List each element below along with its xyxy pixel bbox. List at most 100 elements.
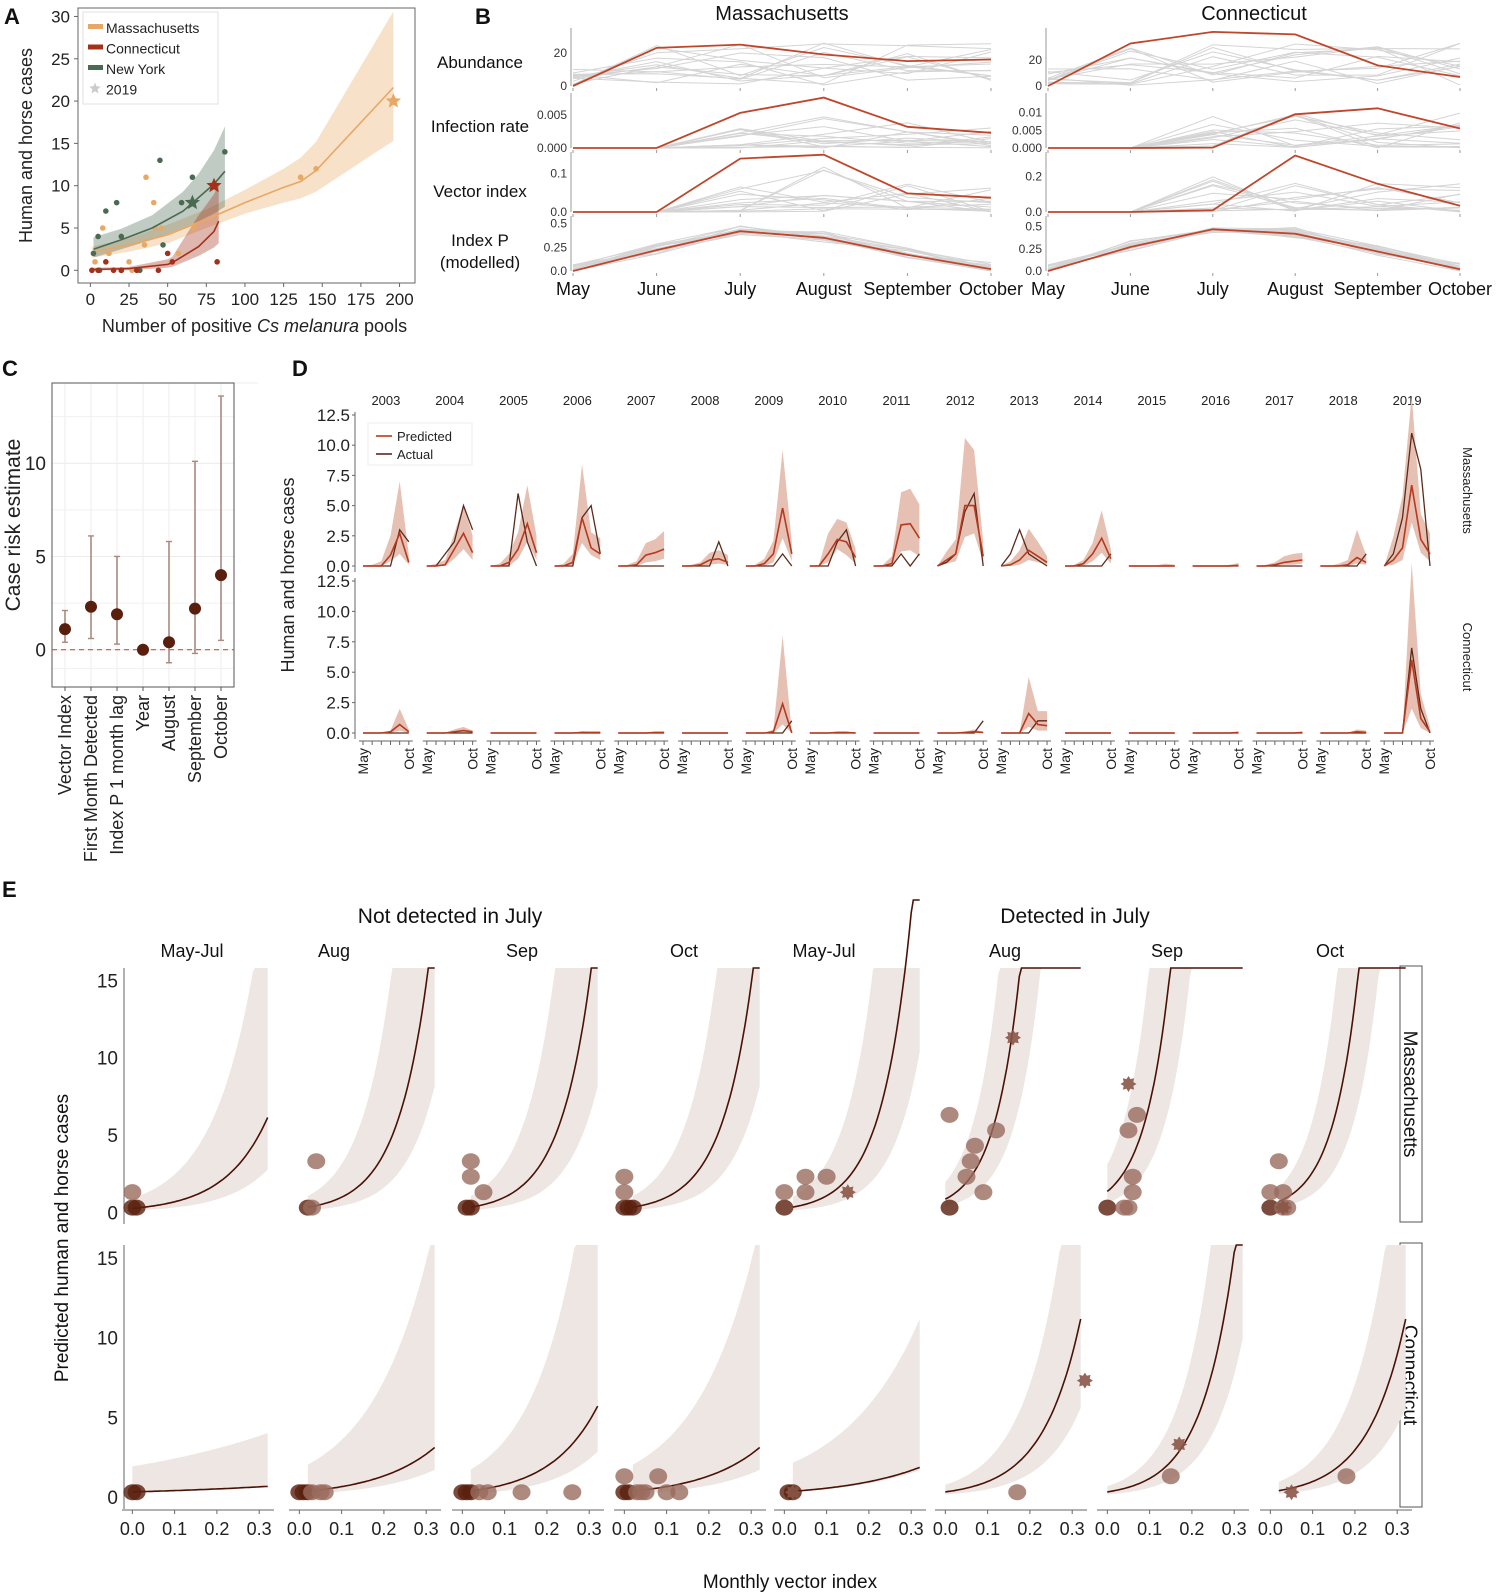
plot-frame — [77, 7, 416, 284]
observed-point — [670, 1484, 689, 1501]
other-year-line — [572, 225, 992, 270]
year-label: 2007 — [627, 393, 656, 408]
data-point — [160, 242, 166, 248]
highlight-line-2019 — [572, 230, 992, 272]
observed-point — [636, 1484, 655, 1501]
predicted-line — [554, 731, 601, 734]
y-tick-label: 10 — [97, 1329, 118, 1350]
x-tick-label: May — [546, 748, 562, 774]
data-point — [106, 250, 112, 257]
confidence-band — [470, 968, 598, 1211]
facet-column-title: Sep — [1151, 941, 1183, 961]
x-tick-label: May — [1249, 748, 1265, 774]
facet-column-title: May-Jul — [792, 941, 855, 961]
predicted-line — [1192, 564, 1239, 567]
y-tick-label: 0 — [107, 1488, 118, 1509]
x-tick-label: May — [674, 748, 690, 774]
x-tick-label: 0.1 — [1300, 1519, 1325, 1539]
other-year-line — [1047, 51, 1461, 81]
y-tick-label: 20 — [1029, 53, 1043, 67]
y-tick-label: 0.0 — [1025, 205, 1042, 219]
prediction-interval — [363, 708, 409, 733]
confidence-band — [307, 968, 435, 1211]
observed-point — [1127, 1106, 1146, 1123]
y-tick-label: 15 — [97, 971, 118, 992]
column-title: Massachusetts — [715, 3, 848, 25]
x-tick-label: 0.2 — [696, 1519, 721, 1539]
x-tick-label: 0.3 — [247, 1519, 272, 1539]
other-year-line — [1047, 44, 1461, 86]
x-tick-label: 0.2 — [1017, 1519, 1042, 1539]
x-tick-label: October — [1428, 279, 1492, 299]
y-tick-label: 0 — [35, 641, 46, 662]
observed-point — [1274, 1184, 1293, 1201]
observed-point — [1119, 1199, 1138, 1216]
observed-point — [478, 1484, 497, 1501]
predicted-line — [1320, 556, 1367, 567]
year-label: 2012 — [946, 393, 975, 408]
row-label: Infection rate — [431, 117, 529, 136]
prediction-interval — [1384, 562, 1430, 733]
confidence-band — [132, 1433, 268, 1493]
x-tick-label: May — [802, 748, 818, 774]
x-tick-label: May — [1312, 748, 1328, 774]
observed-point — [127, 1484, 146, 1501]
year-label: 2019 — [1393, 393, 1422, 408]
x-tick-label: 0.0 — [1258, 1519, 1283, 1539]
prediction-interval — [809, 518, 856, 566]
x-tick-label: Oct — [401, 748, 417, 770]
observed-point — [1261, 1199, 1280, 1216]
x-tick-label: May — [1121, 748, 1137, 774]
other-year-line — [572, 230, 992, 271]
year-label: 2006 — [563, 393, 592, 408]
x-tick-label: Vector Index — [55, 695, 75, 795]
prediction-interval — [1256, 552, 1303, 566]
ribbon-massachusetts — [91, 11, 394, 258]
year-label: 2003 — [371, 393, 400, 408]
x-tick-label: 0.0 — [287, 1519, 312, 1539]
y-tick-label: 2.5 — [326, 694, 350, 713]
observed-2019-star — [1005, 1029, 1021, 1046]
y-tick-label: 0 — [61, 261, 70, 280]
x-tick-label: July — [1197, 279, 1229, 299]
year-label: 2008 — [691, 393, 720, 408]
other-year-line — [1047, 230, 1461, 269]
predicted-line — [1256, 559, 1303, 567]
group-title: Not detected in July — [358, 905, 543, 928]
year-label: 2016 — [1201, 393, 1230, 408]
observed-2019-star — [1283, 1484, 1300, 1501]
x-tick-label: September — [185, 695, 205, 783]
observed-point — [1161, 1468, 1180, 1485]
x-tick-label: 0.2 — [534, 1519, 559, 1539]
y-tick-label: 0.005 — [1012, 123, 1042, 137]
prediction-interval — [1001, 528, 1048, 566]
legend-label: 2019 — [106, 82, 137, 98]
data-point — [155, 267, 162, 274]
observed-point — [615, 1168, 634, 1185]
confidence-band — [632, 968, 760, 1211]
other-year-line — [572, 53, 992, 81]
observed-2019-star — [1171, 1436, 1188, 1453]
x-tick-label: 0.2 — [1342, 1519, 1367, 1539]
x-tick-label: 0.2 — [371, 1519, 396, 1539]
row-label: Index P — [451, 231, 509, 250]
observed-point — [657, 1484, 676, 1501]
fitted-curve — [132, 1117, 269, 1210]
predicted-line — [363, 531, 410, 567]
prediction-interval — [426, 504, 473, 566]
confidence-band — [1107, 1245, 1243, 1495]
x-tick-label: Oct — [784, 748, 800, 770]
data-point — [118, 233, 125, 240]
estimate-point — [59, 623, 71, 636]
star-2019 — [184, 194, 200, 210]
x-tick-label: October — [211, 695, 231, 759]
x-tick-label: 0.0 — [1095, 1519, 1120, 1539]
highlight-line-2019 — [1047, 30, 1461, 87]
y-tick-label: 25 — [51, 50, 70, 69]
data-point — [222, 149, 228, 155]
facet-column-title: Aug — [989, 941, 1021, 961]
estimate-point — [163, 636, 175, 649]
facet-column-title: May-Jul — [160, 941, 223, 961]
confidence-band — [307, 1245, 435, 1494]
confidence-band — [1278, 1245, 1406, 1494]
